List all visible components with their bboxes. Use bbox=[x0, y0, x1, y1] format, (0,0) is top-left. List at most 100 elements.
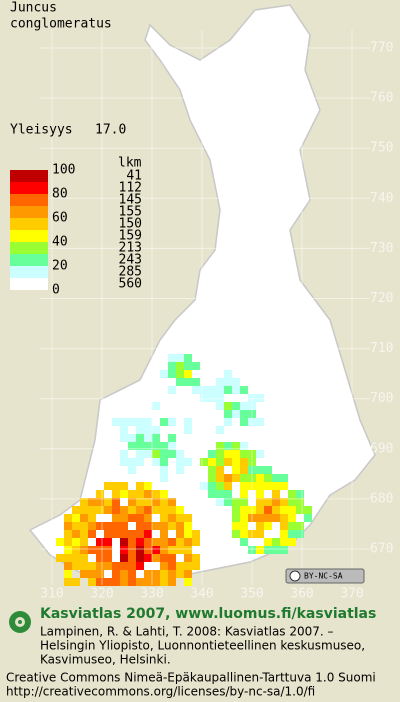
heat-cell bbox=[184, 530, 192, 538]
heat-cell bbox=[208, 458, 216, 466]
heat-cell bbox=[232, 442, 240, 450]
heat-cell bbox=[128, 490, 136, 498]
heat-cell bbox=[112, 490, 120, 498]
heat-cell bbox=[272, 490, 280, 498]
count-label: 285 bbox=[119, 265, 142, 280]
heat-cell bbox=[224, 402, 232, 410]
heat-cell bbox=[168, 354, 176, 362]
heat-cell bbox=[184, 538, 192, 546]
heat-cell bbox=[72, 578, 80, 586]
heat-cell bbox=[280, 514, 288, 522]
heat-cell bbox=[192, 386, 200, 394]
heat-cell bbox=[168, 538, 176, 546]
heat-cell bbox=[128, 458, 136, 466]
heat-cell bbox=[280, 474, 288, 482]
heat-cell bbox=[256, 450, 264, 458]
heat-cell bbox=[264, 466, 272, 474]
heat-cell bbox=[232, 522, 240, 530]
count-label: 159 bbox=[119, 229, 142, 244]
heat-cell bbox=[152, 554, 160, 562]
heat-cell bbox=[112, 418, 120, 426]
heat-cell bbox=[72, 522, 80, 530]
heat-cell bbox=[224, 474, 232, 482]
legend-swatch bbox=[10, 278, 48, 290]
heat-cell bbox=[152, 490, 160, 498]
heat-cell bbox=[160, 562, 168, 570]
heat-cell bbox=[80, 530, 88, 538]
license-line: Creative Commons Nimeä-Epäkaupallinen-Ta… bbox=[6, 671, 376, 685]
heat-cell bbox=[128, 554, 136, 562]
heat-cell bbox=[176, 546, 184, 554]
heat-cell bbox=[120, 418, 128, 426]
heat-cell bbox=[192, 554, 200, 562]
heat-cell bbox=[240, 538, 248, 546]
heat-cell bbox=[128, 578, 136, 586]
citation-line: Helsingin Yliopisto, Luonnontieteellinen… bbox=[40, 639, 365, 653]
northing-label: 690 bbox=[370, 441, 393, 456]
heat-cell bbox=[96, 546, 104, 554]
heat-cell bbox=[224, 490, 232, 498]
heat-cell bbox=[88, 498, 96, 506]
heat-cell bbox=[160, 458, 168, 466]
heat-cell bbox=[136, 562, 144, 570]
heat-cell bbox=[208, 490, 216, 498]
heat-cell bbox=[256, 490, 264, 498]
heat-cell bbox=[272, 546, 280, 554]
heat-cell bbox=[64, 514, 72, 522]
heat-cell bbox=[144, 506, 152, 514]
heat-cell bbox=[192, 538, 200, 546]
heat-cell bbox=[168, 418, 176, 426]
heat-cell bbox=[168, 554, 176, 562]
heat-cell bbox=[184, 378, 192, 386]
heat-cell bbox=[72, 530, 80, 538]
heat-cell bbox=[72, 514, 80, 522]
heat-cell bbox=[232, 402, 240, 410]
heat-cell bbox=[184, 546, 192, 554]
heat-cell bbox=[200, 394, 208, 402]
heat-cell bbox=[184, 370, 192, 378]
heat-cell bbox=[112, 530, 120, 538]
heat-cell bbox=[88, 514, 96, 522]
heat-cell bbox=[152, 434, 160, 442]
heat-cell bbox=[72, 554, 80, 562]
heat-cell bbox=[64, 578, 72, 586]
heat-cell bbox=[184, 354, 192, 362]
heat-cell bbox=[152, 506, 160, 514]
heat-cell bbox=[176, 354, 184, 362]
heat-cell bbox=[144, 578, 152, 586]
heat-cell bbox=[120, 546, 128, 554]
heat-cell bbox=[112, 498, 120, 506]
heat-cell bbox=[160, 506, 168, 514]
heat-cell bbox=[120, 570, 128, 578]
scale-label: 80 bbox=[52, 187, 68, 202]
heat-cell bbox=[256, 474, 264, 482]
heat-cell bbox=[184, 458, 192, 466]
heat-cell bbox=[120, 450, 128, 458]
license-line: http://creativecommons.org/licenses/by-n… bbox=[6, 685, 315, 699]
easting-label: 330 bbox=[140, 587, 163, 602]
heat-cell bbox=[200, 386, 208, 394]
easting-label: 360 bbox=[290, 587, 313, 602]
heat-cell bbox=[256, 522, 264, 530]
heat-cell bbox=[208, 394, 216, 402]
heat-cell bbox=[184, 578, 192, 586]
heat-cell bbox=[152, 522, 160, 530]
heat-cell bbox=[144, 490, 152, 498]
heat-cell bbox=[232, 378, 240, 386]
heat-cell bbox=[88, 530, 96, 538]
scale-label: 20 bbox=[52, 259, 68, 274]
heat-cell bbox=[112, 562, 120, 570]
heat-cell bbox=[176, 362, 184, 370]
heat-cell bbox=[296, 522, 304, 530]
heat-cell bbox=[144, 538, 152, 546]
heat-cell bbox=[144, 514, 152, 522]
heat-cell bbox=[144, 482, 152, 490]
heat-cell bbox=[224, 386, 232, 394]
heat-cell bbox=[216, 466, 224, 474]
heat-cell bbox=[152, 498, 160, 506]
heat-cell bbox=[176, 378, 184, 386]
northing-label: 760 bbox=[370, 91, 393, 106]
heat-cell bbox=[264, 498, 272, 506]
heat-cell bbox=[152, 402, 160, 410]
heat-cell bbox=[256, 498, 264, 506]
